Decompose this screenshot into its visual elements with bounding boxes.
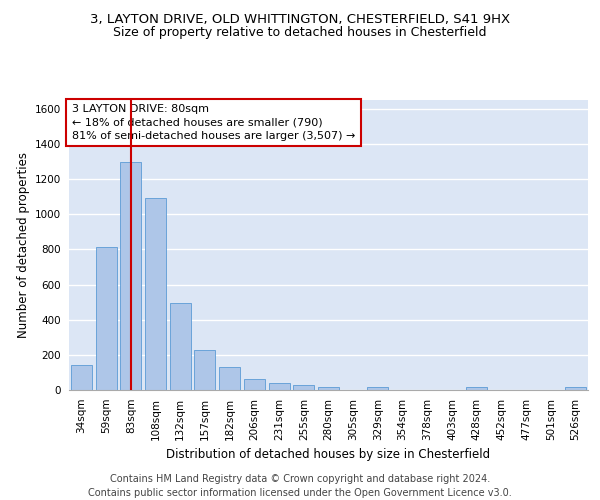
Bar	[95, 247, 116, 390]
Bar	[269, 383, 290, 390]
Bar	[219, 367, 240, 390]
Bar	[120, 162, 141, 390]
Bar	[565, 387, 586, 390]
Bar	[318, 387, 339, 390]
Bar	[170, 303, 191, 390]
Bar	[293, 386, 314, 390]
Bar	[466, 387, 487, 390]
Text: 3, LAYTON DRIVE, OLD WHITTINGTON, CHESTERFIELD, S41 9HX: 3, LAYTON DRIVE, OLD WHITTINGTON, CHESTE…	[90, 12, 510, 26]
Bar	[145, 198, 166, 390]
Bar	[244, 378, 265, 390]
Text: Contains HM Land Registry data © Crown copyright and database right 2024.
Contai: Contains HM Land Registry data © Crown c…	[88, 474, 512, 498]
Text: Size of property relative to detached houses in Chesterfield: Size of property relative to detached ho…	[113, 26, 487, 39]
Y-axis label: Number of detached properties: Number of detached properties	[17, 152, 29, 338]
Bar	[194, 350, 215, 390]
Bar	[367, 387, 388, 390]
Text: 3 LAYTON DRIVE: 80sqm
← 18% of detached houses are smaller (790)
81% of semi-det: 3 LAYTON DRIVE: 80sqm ← 18% of detached …	[71, 104, 355, 141]
X-axis label: Distribution of detached houses by size in Chesterfield: Distribution of detached houses by size …	[166, 448, 491, 461]
Bar	[71, 366, 92, 390]
